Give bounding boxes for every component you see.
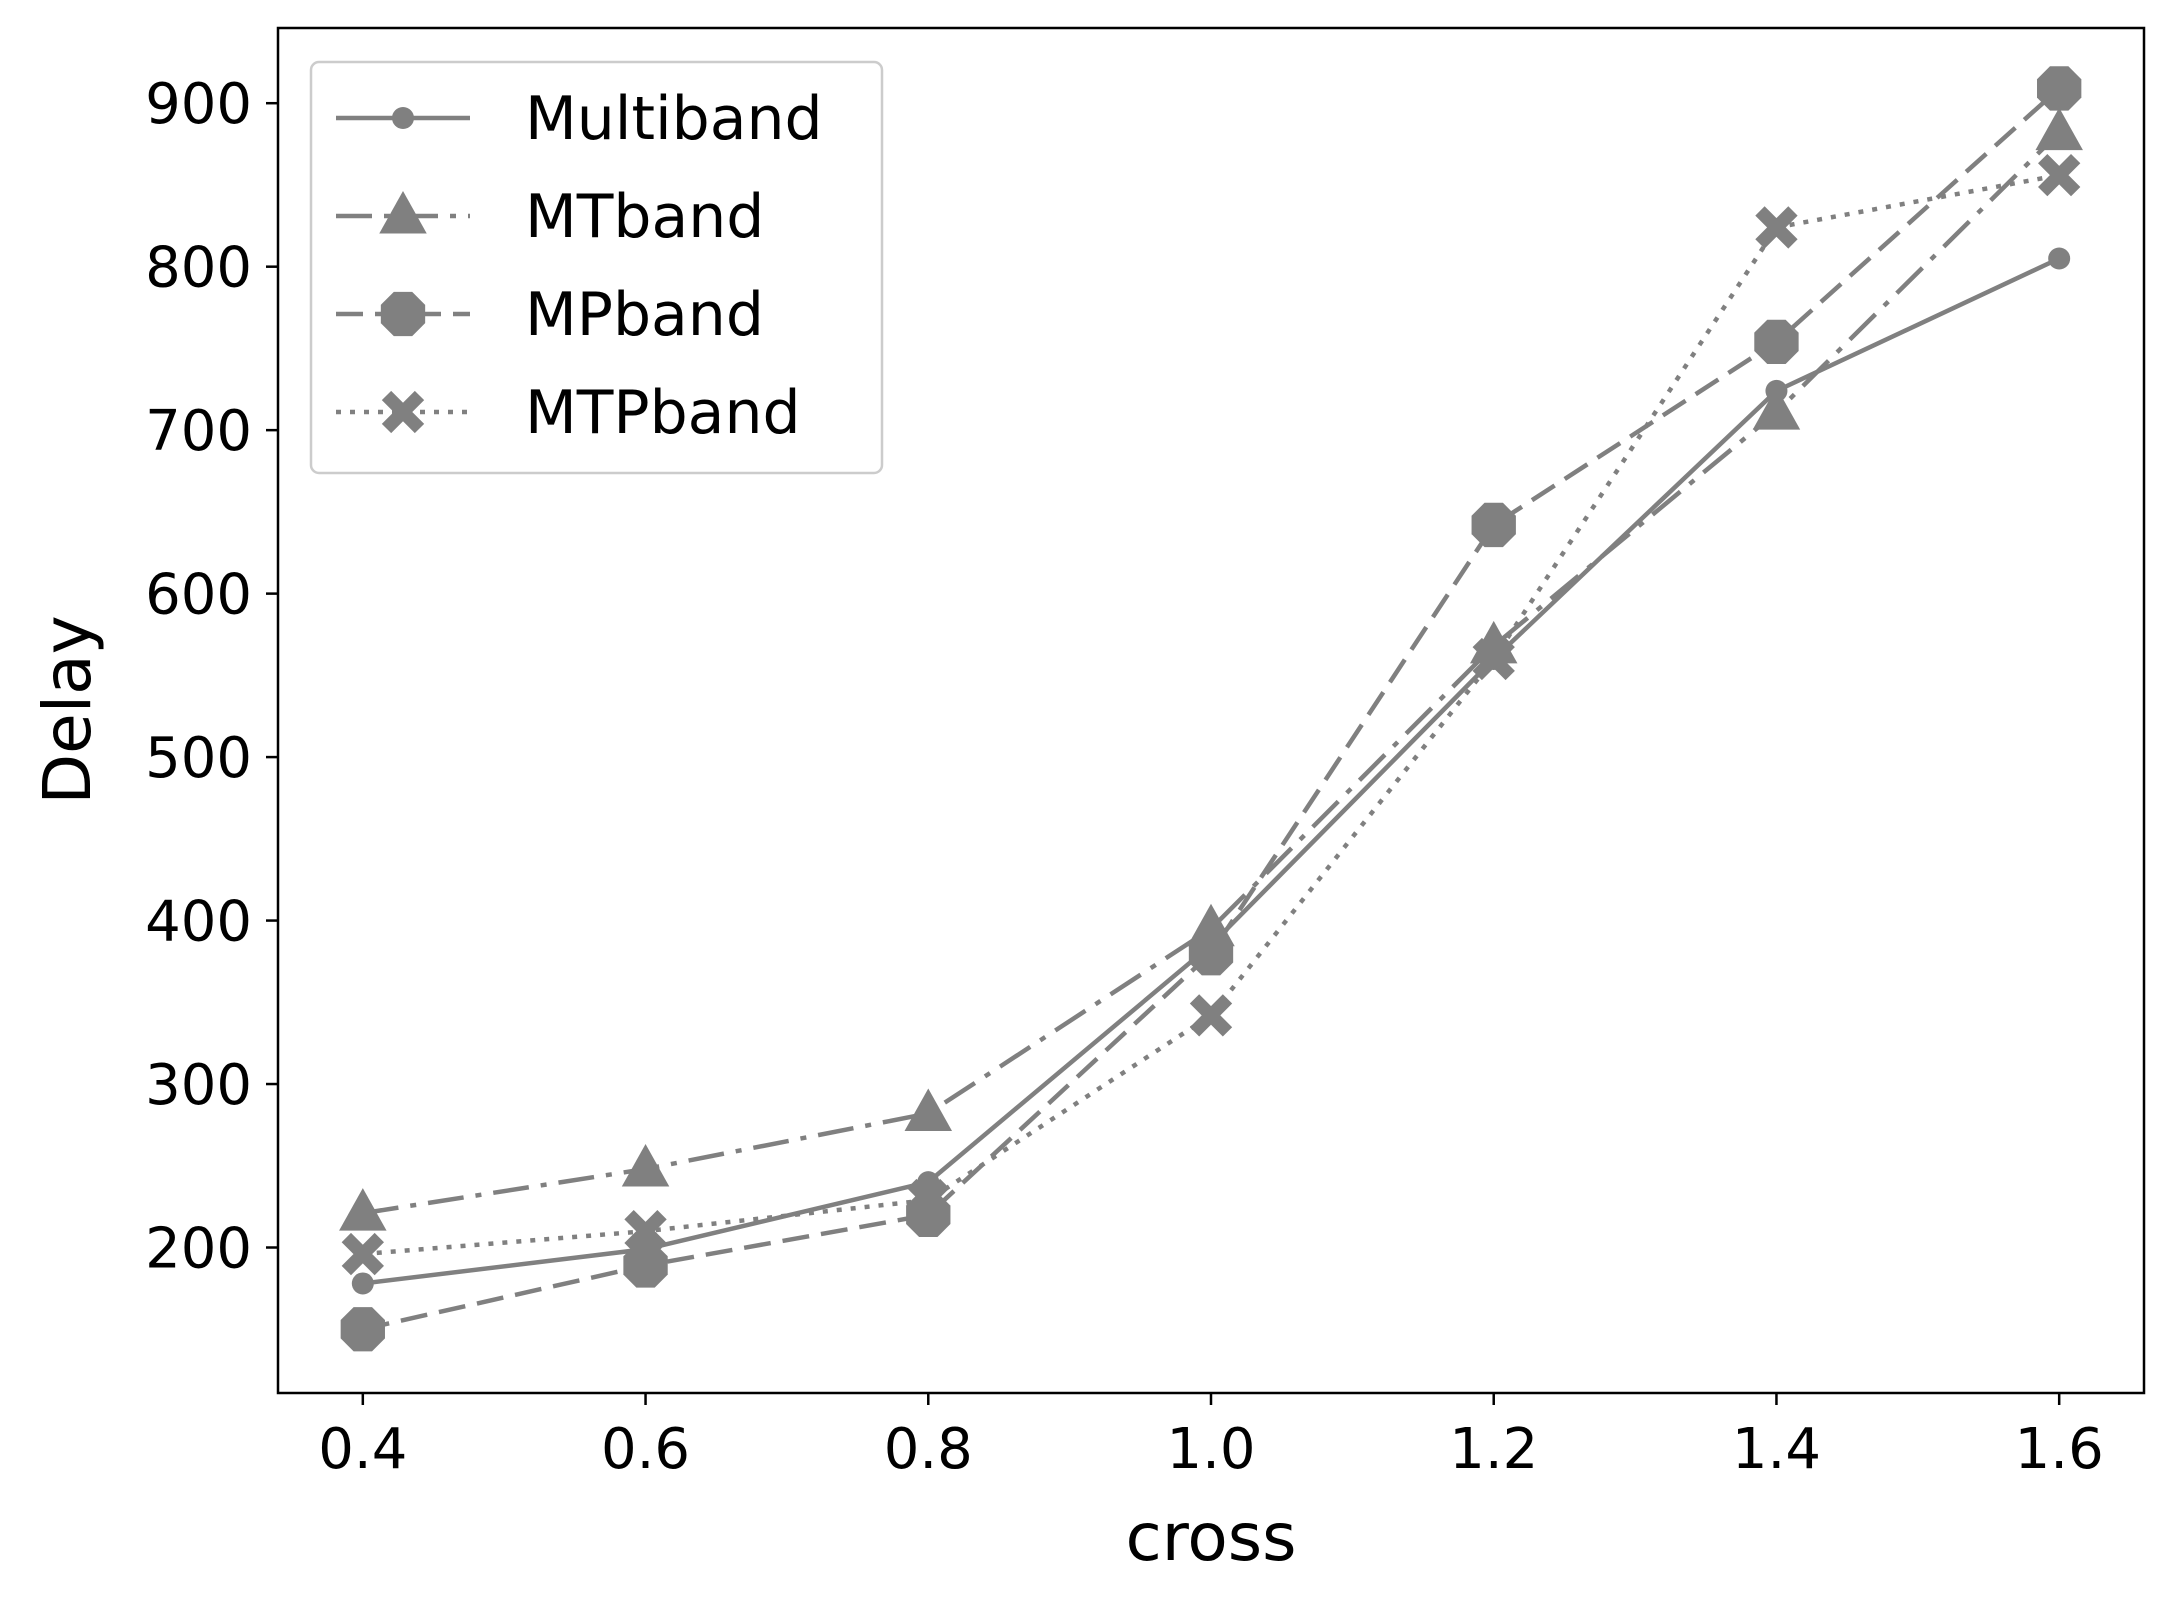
x-tick-label: 1.0	[1166, 1417, 1255, 1482]
x-tick-label: 1.6	[2015, 1417, 2104, 1482]
legend-item-mpband: MPband	[336, 280, 764, 350]
x-tick-label: 0.8	[884, 1417, 973, 1482]
data-point-mpband	[1754, 319, 1799, 365]
legend-marker-mpband	[380, 291, 426, 337]
data-point-mtband	[1752, 387, 1801, 430]
x-axis-title: cross	[1125, 1499, 1296, 1576]
data-point-mtpband	[624, 1209, 667, 1253]
x-tick-label: 0.4	[318, 1417, 407, 1482]
y-axis-title: Delay	[29, 615, 106, 804]
legend-label-mtpband: MTPband	[525, 378, 801, 448]
x-tick-label: 1.2	[1449, 1417, 1538, 1482]
legend-marker-mtband	[379, 191, 427, 234]
x-tick-label: 1.4	[1732, 1417, 1821, 1482]
legend-label-multiband: Multiband	[525, 84, 823, 154]
ticks-layer: 0.4 0.6 0.8 1.0 1.2 1.4 1.6 200 300 400 500 600 700 8…	[145, 72, 2104, 1482]
data-point-mtband	[339, 1188, 387, 1231]
y-tick-label: 300	[145, 1053, 252, 1118]
y-tick-label: 400	[145, 890, 252, 955]
data-point-mtpband	[1755, 206, 1798, 249]
legend-label-mpband: MPband	[525, 280, 764, 350]
series-layer	[339, 66, 2083, 1352]
legend-box	[309, 60, 884, 475]
data-point-mpband	[623, 1243, 668, 1288]
data-point-mpband	[2037, 66, 2082, 111]
series-mpband	[340, 66, 2082, 1352]
y-tick-label: 500	[145, 726, 252, 791]
legend-item-mtpband: MTPband	[336, 378, 801, 448]
series-mtband	[339, 107, 2083, 1231]
legend-label-mtband: MTband	[525, 182, 764, 252]
legend-item-multiband: Multiband	[336, 84, 823, 154]
y-tick-label: 700	[145, 399, 252, 464]
series-mtpband	[341, 153, 2081, 1276]
data-point-mtpband	[1189, 994, 1233, 1037]
plot-frame	[276, 26, 2146, 1395]
legend: Multiband MTband MPband MTPband	[309, 60, 884, 475]
data-point-mpband	[1471, 502, 1516, 548]
data-point-mtpband	[2038, 153, 2081, 197]
x-tick-label: 0.6	[601, 1417, 690, 1482]
legend-marker-mtpband	[381, 390, 425, 434]
data-point-mtpband	[1472, 637, 1515, 681]
data-point-mtpband	[907, 1178, 950, 1222]
data-point-mtpband	[341, 1232, 384, 1276]
legend-item-mtband: MTband	[336, 182, 764, 252]
y-tick-label: 900	[145, 72, 252, 137]
y-tick-label: 800	[145, 236, 252, 301]
y-tick-label: 600	[145, 563, 252, 628]
data-point-multiband	[2048, 247, 2071, 270]
data-point-mpband	[1188, 931, 1234, 976]
data-point-mtband	[904, 1088, 953, 1131]
data-point-mpband	[340, 1307, 385, 1352]
data-point-mtband	[2035, 107, 2083, 151]
data-point-mtband	[621, 1144, 670, 1187]
legend-marker-multiband	[392, 107, 414, 129]
data-point-multiband	[351, 1272, 374, 1295]
y-tick-label: 200	[145, 1217, 252, 1282]
